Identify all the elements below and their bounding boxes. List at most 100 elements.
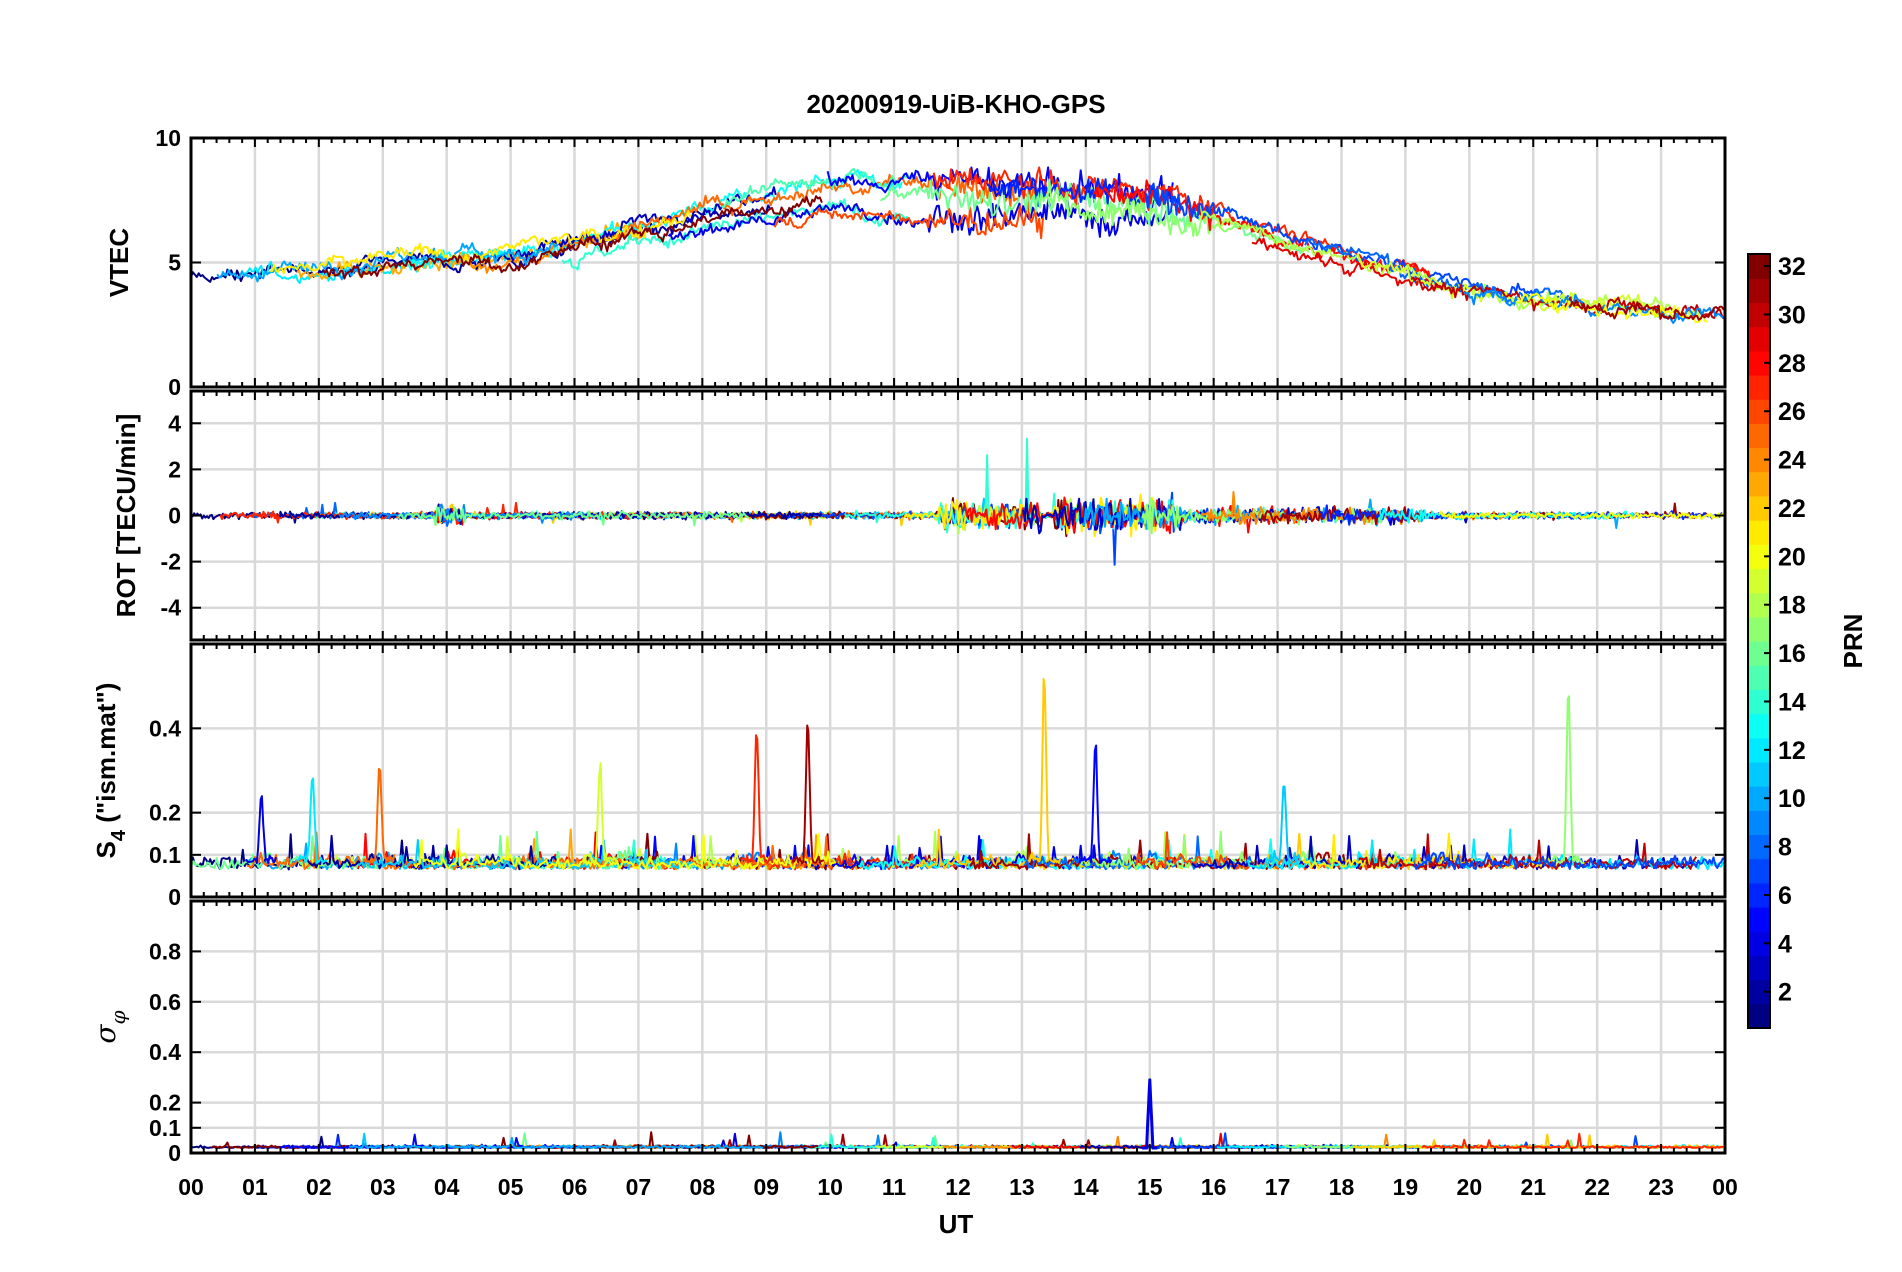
colorbar-tick-label: 4: [1778, 930, 1792, 958]
x-axis-label: UT: [939, 1209, 974, 1239]
s4-spike: [740, 734, 774, 865]
s4-series: [191, 678, 1725, 871]
s4-spike: [1551, 695, 1585, 864]
x-tick-label: 14: [1073, 1174, 1099, 1200]
colorbar-tick-label: 8: [1778, 834, 1792, 862]
vtec-line: [1569, 299, 1725, 321]
y-tick-label: 0: [168, 503, 181, 529]
vtec-line: [1038, 178, 1310, 255]
y-tick-label: 0: [168, 374, 181, 400]
colorbar-tick-label: 14: [1778, 688, 1806, 716]
y-tick-label: 0.8: [149, 938, 181, 964]
rot-line: [1438, 510, 1725, 521]
colorbar-swatch: [1748, 495, 1770, 521]
y-tick-label: 0: [168, 1140, 181, 1166]
chart-title: 20200919-UiB-KHO-GPS: [806, 89, 1105, 119]
colorbar-swatch: [1748, 931, 1770, 957]
y-tick-label: 0.1: [149, 1115, 181, 1141]
vtec-line: [720, 167, 914, 209]
x-tick-label: 16: [1201, 1174, 1227, 1200]
colorbar-tick-label: 16: [1778, 640, 1806, 668]
colorbar-swatch: [1748, 834, 1770, 860]
colorbar-swatch: [1748, 979, 1770, 1005]
x-tick-label: 02: [306, 1174, 332, 1200]
x-tick-label: 05: [498, 1174, 524, 1200]
panel-vtec: 0 5 10 VTEC: [104, 125, 1727, 400]
y-tick-label: 0.6: [149, 989, 181, 1015]
x-tick-label: 00: [1712, 1174, 1738, 1200]
colorbar-tick-label: 6: [1778, 882, 1792, 910]
rot-line: [397, 506, 749, 527]
x-tick-label: 22: [1584, 1174, 1610, 1200]
y-tick-label: 0.2: [149, 800, 181, 826]
y-tick-label: 4: [168, 410, 181, 436]
colorbar-swatch: [1748, 737, 1770, 763]
s4-line: [413, 828, 836, 871]
vtec-line: [1251, 237, 1442, 292]
colorbar-swatch: [1748, 471, 1770, 497]
vtec-line: [667, 196, 1168, 241]
colorbar-swatch: [1748, 447, 1770, 473]
colorbar-tick-label: 22: [1778, 495, 1806, 523]
y-tick-label: -2: [161, 549, 181, 575]
colorbar-swatch: [1748, 254, 1770, 279]
s4-spike: [1267, 785, 1301, 864]
x-tick-label: 03: [370, 1174, 396, 1200]
sigma-phi-line: [1421, 1132, 1724, 1149]
x-tick-label: 04: [434, 1174, 460, 1200]
colorbar-label: PRN: [1838, 614, 1868, 669]
x-tick-label: 08: [690, 1174, 716, 1200]
colorbar-tick-label: 30: [1778, 301, 1806, 329]
x-tick-label: 23: [1648, 1174, 1674, 1200]
rot-series: [191, 437, 1725, 566]
panel-s4: 0 0.1 0.2 0.4 S4 ("ism.mat"): [91, 642, 1727, 910]
colorbar-tick-label: 20: [1778, 543, 1806, 571]
colorbar-swatch: [1748, 278, 1770, 303]
colorbar-swatch: [1748, 689, 1770, 715]
y-axis-label: σφ: [89, 1010, 130, 1043]
colorbar-tick-label: 18: [1778, 592, 1806, 620]
colorbar-swatch: [1748, 858, 1770, 884]
x-tick-label: 10: [817, 1174, 843, 1200]
colorbar-swatch: [1748, 882, 1770, 908]
colorbar-tick-label: 28: [1778, 350, 1806, 378]
colorbar-tick-label: 2: [1778, 979, 1792, 1007]
panel-rot: -4 -2 0 2 4 ROT [TECU/min]: [111, 389, 1727, 642]
y-tick-label: 10: [155, 125, 181, 151]
colorbar-swatch: [1748, 568, 1770, 594]
colorbar-swatch: [1748, 326, 1770, 352]
colorbar-swatch: [1748, 955, 1770, 981]
colorbar-swatch: [1748, 544, 1770, 570]
x-tick-label: 01: [242, 1174, 268, 1200]
x-tick-label: 15: [1137, 1174, 1163, 1200]
vtec-line: [1357, 258, 1703, 320]
x-tick-label: 12: [945, 1174, 971, 1200]
colorbar-swatch: [1748, 616, 1770, 642]
colorbar-swatch: [1748, 665, 1770, 690]
y-axis-label: ROT [TECU/min]: [111, 414, 141, 618]
s4-spike: [244, 795, 277, 865]
colorbar-swatch: [1748, 350, 1770, 376]
s4-spike: [296, 777, 328, 864]
vtec-line: [322, 195, 823, 280]
y-tick-label: 0.2: [149, 1090, 181, 1116]
panel-sigma_phi: 00.10.2 0.4 0.6 0.8 σφ: [89, 899, 1727, 1166]
x-tick-label: 06: [562, 1174, 588, 1200]
s4-spike: [362, 767, 396, 864]
x-tick-label: 07: [626, 1174, 652, 1200]
colorbar-swatch: [1748, 761, 1770, 787]
vtec-line: [216, 239, 562, 283]
colorbar-swatch: [1748, 423, 1770, 449]
x-axis: 00 01 02 03 04 05 06 07 08 09 10 11 12 13 14 15 16 17 18 19…: [178, 1174, 1738, 1200]
vtec-line: [1463, 289, 1724, 324]
vtec-line: [455, 226, 648, 274]
y-tick-label: -4: [161, 595, 182, 621]
y-tick-label: 0.1: [149, 842, 181, 868]
y-tick-label: 0.4: [149, 715, 181, 741]
colorbar-swatch: [1748, 713, 1770, 739]
y-tick-label: 0: [168, 884, 181, 910]
y-axis-label: S4 ("ism.mat"): [91, 683, 130, 859]
x-tick-label: 21: [1520, 1174, 1546, 1200]
